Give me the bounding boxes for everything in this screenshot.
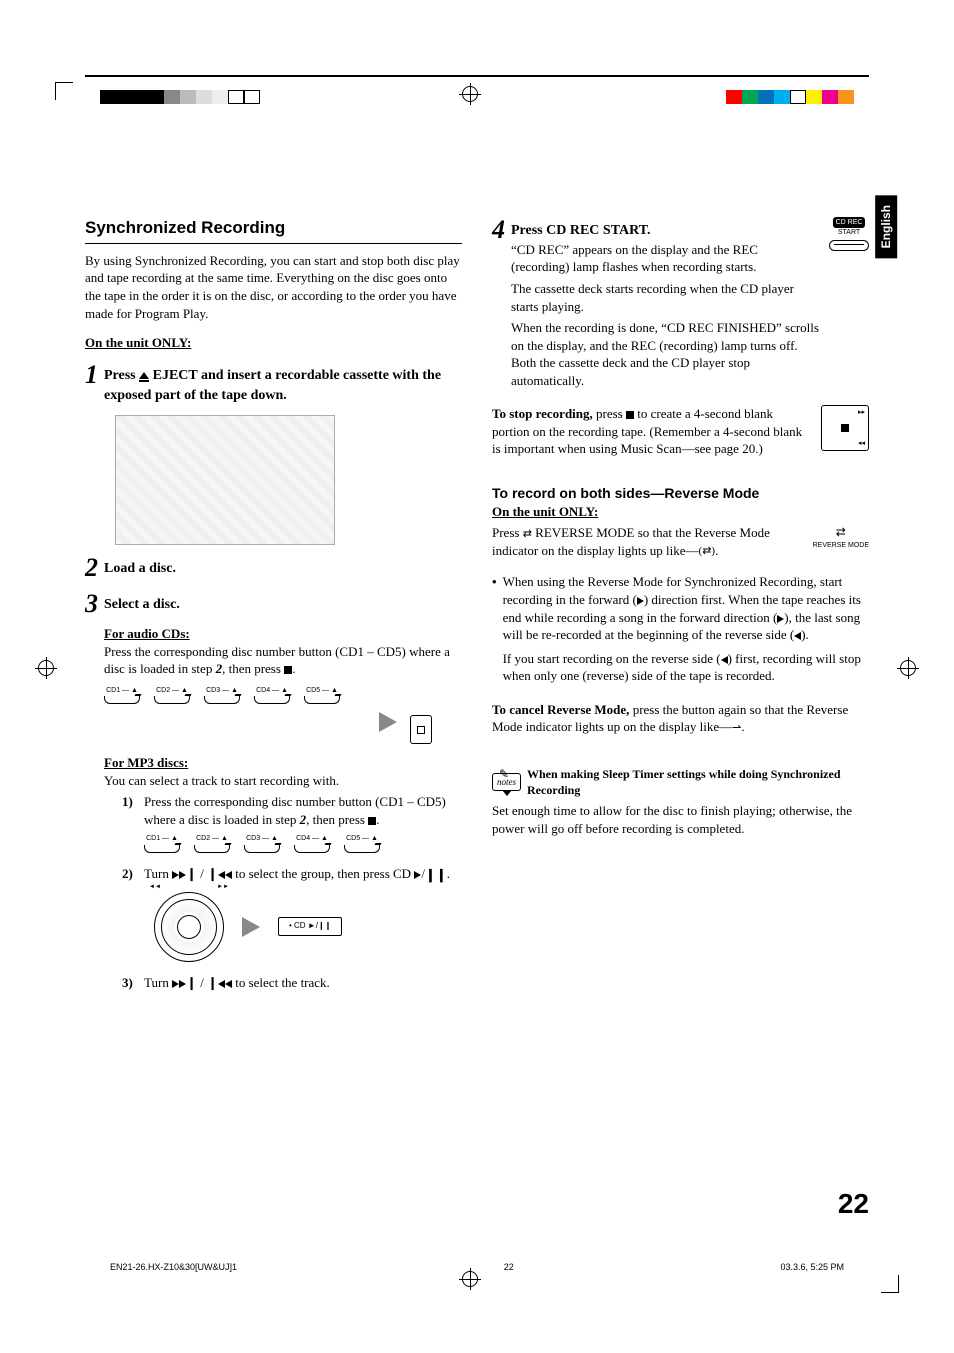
intro-text: By using Synchronized Recording, you can… [85, 252, 462, 322]
arrow-icon [379, 712, 397, 732]
cd-button: CD1 — ▲ [104, 686, 140, 704]
notes-body: Set enough time to allow for the disc to… [492, 802, 869, 837]
jog-dial-illustration: ◄◄ ►► [154, 892, 224, 962]
arrow-icon [242, 917, 260, 937]
step-4: 4 Press CD REC START. “CD REC” appears o… [492, 217, 819, 393]
mp3-step-2: 2) Turn ❙ / ❙ to select the group, then … [122, 865, 462, 970]
swatch [180, 90, 196, 104]
reverse-icon: ⇄ [523, 527, 532, 542]
cd-play-button: • CD ►/❙❙ [278, 917, 342, 936]
swatch [822, 90, 838, 104]
swatch [726, 90, 742, 104]
section-title: Synchronized Recording [85, 217, 462, 244]
footer-mid: 22 [504, 1261, 514, 1273]
fwd-icon [172, 871, 179, 879]
step-2: 2 Load a disc. [85, 555, 462, 581]
swatch [790, 90, 806, 104]
color-swatch-strip-left [100, 90, 260, 104]
step4-text1: “CD REC” appears on the display and the … [511, 241, 819, 276]
color-swatch-strip-right [726, 90, 854, 104]
swatch [116, 90, 132, 104]
swatch [196, 90, 212, 104]
swatch [228, 90, 244, 104]
stop-panel-illustration [821, 405, 869, 451]
mp3-discs-label: For MP3 discs: [104, 755, 188, 770]
cd-button: CD3 — ▲ [204, 686, 240, 704]
reverse-mode-body: Press ⇄ REVERSE MODE so that the Reverse… [492, 524, 803, 559]
audio-cds-label: For audio CDs: [104, 626, 190, 641]
page-number: 22 [838, 1185, 869, 1223]
cancel-reverse-text: To cancel Reverse Mode, press the button… [492, 701, 869, 736]
cd-button: CD3 — ▲ [244, 834, 280, 852]
left-column: Synchronized Recording By using Synchron… [85, 217, 462, 995]
registration-mark-top [462, 86, 478, 102]
cd-button: CD1 — ▲ [144, 834, 180, 852]
step4-text2: The cassette deck starts recording when … [511, 280, 819, 315]
eject-icon [139, 372, 149, 379]
footer-right: 03.3.6, 5:25 PM [780, 1261, 844, 1273]
swatch [148, 90, 164, 104]
step4-text3: When the recording is done, “CD REC FINI… [511, 319, 819, 389]
rev-icon [218, 871, 225, 879]
reverse-bullet-1: • When using the Reverse Mode for Synchr… [492, 573, 869, 688]
notes-block: notes When making Sleep Timer settings w… [492, 766, 869, 798]
reverse-unit-only: On the unit ONLY: [492, 503, 869, 521]
step-3: 3 Select a disc. For audio CDs: Press th… [85, 591, 462, 995]
cd-button: CD4 — ▲ [254, 686, 290, 704]
registration-mark-bottom [462, 1271, 478, 1287]
swatch [806, 90, 822, 104]
crop-mark-br [881, 1275, 899, 1293]
swatch [742, 90, 758, 104]
reverse-bullet-2: If you start recording on the reverse si… [503, 650, 869, 685]
swatch [838, 90, 854, 104]
audio-cds-body: Press the corresponding disc number butt… [104, 643, 462, 678]
cd-button-row: CD1 — ▲ CD2 — ▲ CD3 — ▲ CD4 — ▲ CD5 — ▲ [144, 834, 462, 852]
step-1: 1 Press EJECT and insert a recordable ca… [85, 362, 462, 406]
cd-rec-start-button-icon: CD REC START [829, 217, 869, 251]
swatch [758, 90, 774, 104]
top-rule [85, 75, 869, 77]
cd-button: CD2 — ▲ [154, 686, 190, 704]
cd-button-row: CD1 — ▲ CD2 — ▲ CD3 — ▲ CD4 — ▲ CD5 — ▲ [104, 686, 462, 704]
swatch [164, 90, 180, 104]
unit-only-label: On the unit ONLY: [85, 334, 462, 352]
stop-button-panel [410, 715, 432, 745]
registration-mark-left [38, 660, 54, 676]
registration-mark-right [900, 660, 916, 676]
swatch [774, 90, 790, 104]
reverse-mode-heading: To record on both sides—Reverse Mode [492, 484, 869, 503]
right-column: 4 Press CD REC START. “CD REC” appears o… [492, 217, 869, 995]
mp3-step-1: 1) Press the corresponding disc number b… [122, 793, 462, 861]
footer-left: EN21-26.HX-Z10&30[UW&UJ]1 [110, 1261, 237, 1273]
cd-button: CD5 — ▲ [304, 686, 340, 704]
language-tab: English [875, 195, 897, 258]
crop-mark-tl [55, 82, 73, 100]
footer: EN21-26.HX-Z10&30[UW&UJ]1 22 03.3.6, 5:2… [110, 1261, 844, 1273]
cd-button: CD4 — ▲ [294, 834, 330, 852]
forward-icon [637, 597, 644, 605]
cd-button: CD2 — ▲ [194, 834, 230, 852]
swatch [244, 90, 260, 104]
swatch [212, 90, 228, 104]
swatch [132, 90, 148, 104]
cassette-insert-illustration [115, 415, 335, 545]
stop-recording-note: To stop recording, press to create a 4-s… [492, 405, 869, 462]
notes-icon: notes [492, 773, 521, 791]
reverse-mode-button-icon: ⇄ REVERSE MODE [813, 524, 869, 550]
cd-button: CD5 — ▲ [344, 834, 380, 852]
stop-icon [626, 411, 634, 419]
stop-icon [284, 666, 292, 674]
mp3-intro: You can select a track to start recordin… [104, 772, 462, 790]
swatch [100, 90, 116, 104]
mp3-step-3: 3) Turn ❙ / ❙ to select the track. [122, 974, 462, 992]
stop-icon [368, 817, 376, 825]
